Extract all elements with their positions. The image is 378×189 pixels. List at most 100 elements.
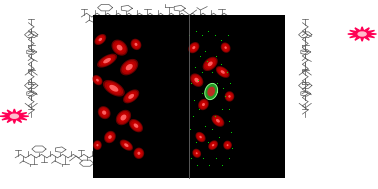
Polygon shape (205, 59, 215, 68)
Polygon shape (195, 151, 199, 155)
Polygon shape (189, 43, 198, 52)
Polygon shape (133, 42, 138, 47)
Polygon shape (210, 142, 216, 148)
Polygon shape (216, 66, 229, 78)
Polygon shape (117, 111, 130, 124)
Polygon shape (101, 56, 113, 65)
Polygon shape (226, 93, 232, 100)
Polygon shape (103, 80, 125, 97)
Polygon shape (123, 62, 135, 73)
Polygon shape (94, 141, 101, 149)
Polygon shape (123, 143, 129, 148)
Polygon shape (216, 119, 220, 123)
Circle shape (10, 114, 19, 118)
Polygon shape (196, 133, 205, 141)
Polygon shape (121, 140, 132, 150)
Polygon shape (97, 54, 117, 68)
Polygon shape (122, 60, 137, 74)
Polygon shape (225, 46, 227, 49)
Polygon shape (199, 136, 202, 138)
Polygon shape (221, 70, 225, 74)
Polygon shape (102, 57, 112, 64)
Polygon shape (116, 44, 123, 51)
Polygon shape (211, 143, 215, 147)
Polygon shape (198, 99, 209, 110)
Polygon shape (201, 102, 206, 107)
Polygon shape (204, 58, 217, 70)
Polygon shape (132, 121, 141, 130)
Polygon shape (131, 39, 141, 50)
Polygon shape (94, 34, 106, 45)
Polygon shape (192, 46, 195, 49)
Polygon shape (190, 73, 203, 87)
Polygon shape (134, 123, 138, 128)
Polygon shape (109, 85, 118, 92)
Polygon shape (126, 64, 133, 70)
Polygon shape (202, 103, 205, 106)
Polygon shape (129, 119, 143, 132)
Polygon shape (107, 134, 113, 140)
Polygon shape (223, 141, 232, 150)
Circle shape (12, 115, 17, 118)
Polygon shape (225, 142, 230, 148)
Polygon shape (120, 139, 133, 151)
Polygon shape (205, 83, 218, 100)
Polygon shape (192, 149, 201, 158)
Polygon shape (101, 110, 107, 115)
Polygon shape (120, 114, 127, 121)
Polygon shape (221, 43, 231, 53)
Polygon shape (226, 144, 229, 146)
Polygon shape (191, 74, 202, 86)
Polygon shape (117, 45, 122, 50)
Polygon shape (126, 92, 136, 101)
Polygon shape (112, 40, 128, 56)
Polygon shape (99, 55, 116, 67)
Polygon shape (226, 143, 229, 147)
Polygon shape (228, 95, 231, 98)
Polygon shape (92, 75, 102, 85)
Polygon shape (348, 27, 376, 41)
Polygon shape (122, 142, 131, 149)
Polygon shape (207, 61, 214, 67)
Polygon shape (133, 148, 144, 159)
Polygon shape (208, 140, 218, 150)
Polygon shape (209, 141, 217, 149)
Polygon shape (191, 45, 196, 50)
Polygon shape (198, 135, 203, 139)
Polygon shape (192, 76, 201, 84)
Polygon shape (123, 89, 139, 103)
Polygon shape (199, 100, 208, 109)
Polygon shape (207, 87, 215, 96)
Polygon shape (138, 152, 140, 155)
Polygon shape (194, 77, 200, 83)
Polygon shape (215, 118, 221, 123)
Polygon shape (93, 140, 102, 150)
Polygon shape (93, 76, 102, 84)
Polygon shape (194, 150, 200, 156)
Polygon shape (124, 143, 129, 147)
Polygon shape (130, 120, 142, 131)
Polygon shape (105, 132, 115, 142)
Polygon shape (109, 84, 119, 92)
Polygon shape (134, 148, 143, 158)
Polygon shape (203, 57, 218, 71)
Polygon shape (95, 78, 100, 82)
Polygon shape (98, 37, 103, 42)
Polygon shape (227, 94, 232, 99)
Polygon shape (99, 107, 110, 118)
Polygon shape (132, 40, 141, 49)
Polygon shape (222, 44, 229, 51)
Polygon shape (113, 41, 127, 54)
Polygon shape (133, 41, 139, 48)
Polygon shape (225, 91, 234, 102)
Polygon shape (193, 149, 200, 157)
Bar (93, 15, 285, 178)
Polygon shape (211, 115, 225, 127)
Polygon shape (136, 151, 141, 156)
Polygon shape (220, 69, 226, 75)
Polygon shape (120, 59, 138, 75)
Polygon shape (194, 78, 199, 83)
Polygon shape (94, 142, 100, 148)
Circle shape (359, 33, 365, 35)
Polygon shape (108, 135, 112, 139)
